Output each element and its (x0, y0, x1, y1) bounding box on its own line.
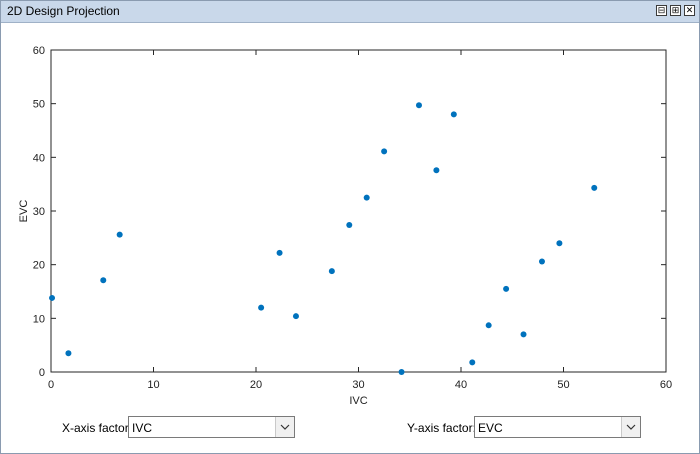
data-point (520, 331, 527, 338)
data-point (591, 184, 598, 191)
y-axis-factor-select[interactable]: EVC (474, 416, 641, 438)
y-tick-label: 40 (33, 152, 45, 164)
y-tick-label: 0 (39, 367, 45, 379)
x-tick-label: 60 (660, 379, 672, 391)
y-tick-label: 60 (33, 45, 45, 57)
x-tick-label: 10 (147, 379, 159, 391)
y-tick-label: 10 (33, 313, 45, 325)
y-tick-label: 50 (33, 99, 45, 111)
data-point (398, 369, 405, 375)
window-buttons: ⊟ ⊞ ✕ (656, 5, 695, 16)
scatter-plot: 0 10 20 30 40 50 60 0 10 20 30 40 50 60 IVC EVC (18, 45, 672, 407)
title-bar: 2D Design Projection ⊟ ⊞ ✕ (1, 1, 699, 23)
data-point (381, 148, 388, 155)
x-axis-label: IVC (349, 395, 367, 407)
x-tick-label: 0 (48, 379, 54, 391)
y-axis-factor-label: Y-axis factor: (407, 421, 476, 435)
x-axis-dropdown-icon[interactable] (275, 417, 294, 437)
data-point (469, 359, 476, 366)
y-tick-label: 30 (33, 206, 45, 218)
y-axis-factor-value: EVC (478, 421, 503, 435)
data-point (258, 304, 265, 311)
data-point (292, 313, 299, 320)
x-tick-label: 20 (250, 379, 262, 391)
data-point (100, 277, 107, 284)
x-tick-label: 40 (455, 379, 467, 391)
y-axis-dropdown-icon[interactable] (621, 417, 640, 437)
data-point (450, 111, 457, 118)
x-axis-factor-value: IVC (132, 421, 153, 435)
close-icon[interactable]: ✕ (684, 5, 695, 16)
x-tick-label: 50 (557, 379, 569, 391)
data-point (363, 194, 370, 201)
data-point (556, 240, 563, 247)
data-point (328, 268, 335, 275)
data-point (346, 221, 353, 228)
x-tick-label: 30 (352, 379, 364, 391)
y-tick-label: 20 (33, 260, 45, 272)
plot-area (50, 49, 667, 373)
data-point (65, 350, 72, 357)
window-title: 2D Design Projection (7, 4, 120, 18)
data-point (49, 294, 56, 301)
undock-icon[interactable]: ⊟ (656, 5, 667, 16)
data-point (485, 322, 492, 329)
x-axis-factor-label: X-axis factor: (62, 421, 133, 435)
data-point (503, 285, 510, 292)
data-point (538, 258, 545, 265)
x-axis-factor-select[interactable]: IVC (128, 416, 295, 438)
maximize-icon[interactable]: ⊞ (670, 5, 681, 16)
y-axis-label: EVC (18, 200, 30, 223)
data-point (415, 102, 422, 109)
data-point (433, 167, 440, 174)
data-point (116, 231, 123, 238)
data-point (276, 249, 283, 256)
